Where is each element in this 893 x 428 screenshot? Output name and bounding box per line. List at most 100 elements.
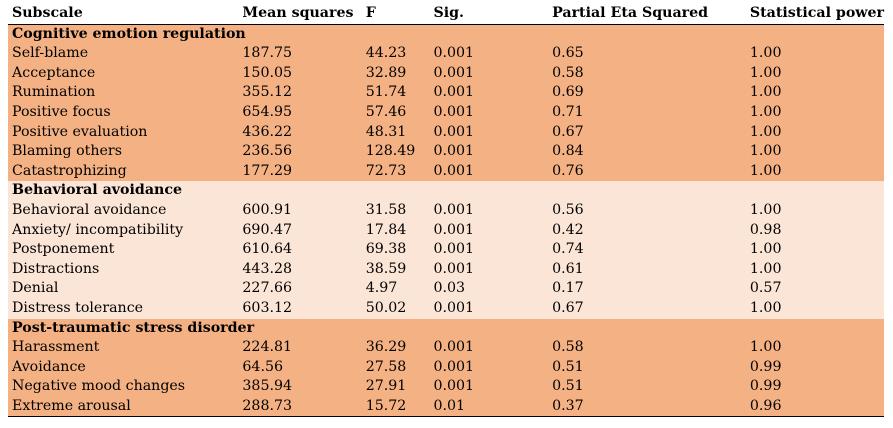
f-cell: 27.91 — [365, 378, 407, 395]
subscale-cell: Anxiety/ incompatibility — [12, 221, 184, 238]
f-cell: 38.59 — [365, 260, 407, 277]
table-row: Rumination 355.12 51.74 0.001 0.69 1.00 — [8, 83, 884, 103]
sig-cell: 0.001 — [433, 45, 475, 62]
f-cell: 36.29 — [365, 339, 407, 356]
sig-cell: 0.001 — [433, 143, 475, 160]
sig-cell: 0.001 — [433, 103, 475, 120]
subscale-cell: Harassment — [12, 339, 100, 356]
sig-cell: 0.001 — [433, 84, 475, 101]
header-mean-squares: Mean squares — [242, 5, 354, 21]
sig-cell: 0.001 — [433, 339, 475, 356]
f-cell: 44.23 — [365, 45, 407, 62]
table-row: Distractions 443.28 38.59 0.001 0.61 1.00 — [8, 259, 884, 280]
partial-eta-cell: 0.58 — [552, 64, 584, 81]
mean-squares-cell: 600.91 — [242, 201, 293, 218]
mean-squares-cell: 187.75 — [242, 45, 293, 62]
table-row: Acceptance 150.05 32.89 0.001 0.58 1.00 — [8, 63, 884, 84]
f-cell: 57.46 — [365, 103, 407, 120]
table-row: Anxiety/ incompatibility 690.47 17.84 0.001… — [8, 220, 884, 241]
section-header: Post-traumatic stress disorder — [8, 318, 884, 339]
section-title: Behavioral avoidance — [12, 182, 183, 199]
f-cell: 4.97 — [365, 280, 398, 297]
table-row: Negative mood changes 385.94 27.91 0.001 0.5… — [8, 377, 884, 397]
table-row: Avoidance 64.56 27.58 0.001 0.51 0.99 — [8, 357, 884, 378]
sig-cell: 0.001 — [433, 221, 475, 238]
f-cell: 72.73 — [365, 162, 407, 179]
sig-cell: 0.001 — [433, 260, 475, 277]
mean-squares-cell: 150.05 — [242, 64, 293, 81]
mean-squares-cell: 355.12 — [242, 84, 293, 101]
section-header: Cognitive emotion regulation — [8, 24, 884, 45]
statistical-power-cell: 1.00 — [749, 123, 782, 140]
statistical-power-cell: 1.00 — [749, 260, 782, 277]
sig-cell: 0.001 — [433, 201, 475, 218]
partial-eta-cell: 0.58 — [552, 339, 584, 356]
partial-eta-cell: 0.84 — [552, 143, 584, 160]
sig-cell: 0.001 — [433, 123, 475, 140]
f-cell: 27.58 — [365, 358, 407, 375]
mean-squares-cell: 288.73 — [242, 397, 293, 414]
mean-squares-cell: 64.56 — [242, 358, 284, 375]
statistical-power-cell: 1.00 — [749, 299, 782, 316]
table-row: Positive focus 654.95 57.46 0.001 0.71 1.00 — [8, 102, 884, 123]
partial-eta-cell: 0.76 — [552, 162, 584, 179]
section-header: Behavioral avoidance — [8, 181, 884, 201]
partial-eta-cell: 0.61 — [552, 260, 584, 277]
f-cell: 15.72 — [365, 397, 407, 414]
table-row: Behavioral avoidance 600.91 31.58 0.001 0.56… — [8, 200, 884, 221]
table-row: Harassment 224.81 36.29 0.001 0.58 1.00 — [8, 338, 884, 358]
partial-eta-cell: 0.56 — [552, 201, 584, 218]
partial-eta-cell: 0.74 — [552, 241, 584, 258]
statistical-power-cell: 1.00 — [749, 84, 782, 101]
f-cell: 31.58 — [365, 201, 407, 218]
statistical-power-cell: 1.00 — [749, 201, 782, 218]
table-row: Postponement 610.64 69.38 0.001 0.74 1.00 — [8, 240, 884, 260]
subscale-cell: Blaming others — [12, 143, 122, 160]
statistical-power-cell: 1.00 — [749, 143, 782, 160]
mean-squares-cell: 385.94 — [242, 378, 293, 395]
table-row: Self-blame 187.75 44.23 0.001 0.65 1.00 — [8, 44, 884, 64]
f-cell: 69.38 — [365, 241, 407, 258]
subscale-cell: Distress tolerance — [12, 299, 144, 316]
statistical-power-cell: 1.00 — [749, 162, 782, 179]
statistical-power-cell: 1.00 — [749, 103, 782, 120]
sig-cell: 0.001 — [433, 378, 475, 395]
subscale-cell: Acceptance — [12, 64, 96, 81]
mean-squares-cell: 177.29 — [242, 162, 293, 179]
subscale-cell: Catastrophizing — [12, 162, 127, 179]
sig-cell: 0.01 — [433, 397, 466, 414]
statistical-power-cell: 0.96 — [749, 397, 782, 414]
header-f: F — [365, 5, 376, 21]
partial-eta-cell: 0.69 — [552, 84, 584, 101]
f-cell: 48.31 — [365, 123, 407, 140]
partial-eta-cell: 0.67 — [552, 299, 584, 316]
statistical-power-cell: 0.99 — [749, 358, 782, 375]
f-cell: 50.02 — [365, 299, 407, 316]
table-row: Denial 227.66 4.97 0.03 0.17 0.57 — [8, 279, 884, 299]
statistical-power-cell: 1.00 — [749, 64, 782, 81]
subscale-cell: Distractions — [12, 260, 100, 277]
mean-squares-cell: 603.12 — [242, 299, 293, 316]
statistical-power-cell: 1.00 — [749, 241, 782, 258]
table-row: Positive evaluation 436.22 48.31 0.001 0.67 1… — [8, 122, 884, 143]
statistical-power-cell: 1.00 — [749, 339, 782, 356]
mean-squares-cell: 236.56 — [242, 143, 293, 160]
partial-eta-cell: 0.17 — [552, 280, 584, 297]
header-subscale: Subscale — [12, 5, 83, 21]
sig-cell: 0.001 — [433, 299, 475, 316]
table-row: Distress tolerance 603.12 50.02 0.001 0.67 1.… — [8, 298, 884, 319]
mean-squares-cell: 610.64 — [242, 241, 293, 258]
header-sig: Sig. — [433, 5, 464, 21]
statistical-power-cell: 0.57 — [749, 280, 782, 297]
sig-cell: 0.001 — [433, 241, 475, 258]
sig-cell: 0.001 — [433, 358, 475, 375]
partial-eta-cell: 0.42 — [552, 221, 584, 238]
subscale-cell: Negative mood changes — [12, 378, 186, 395]
statistical-power-cell: 1.00 — [749, 45, 782, 62]
table-row: Extreme arousal 288.73 15.72 0.01 0.37 0.96 — [8, 396, 884, 417]
subscale-cell: Avoidance — [12, 358, 86, 375]
header-row: Subscale Mean squares F Sig. Partial Eta… — [8, 4, 884, 25]
table-row: Blaming others 236.56 128.49 0.001 0.84 1.00 — [8, 142, 884, 162]
partial-eta-cell: 0.37 — [552, 397, 584, 414]
statistical-power-cell: 0.99 — [749, 378, 782, 395]
